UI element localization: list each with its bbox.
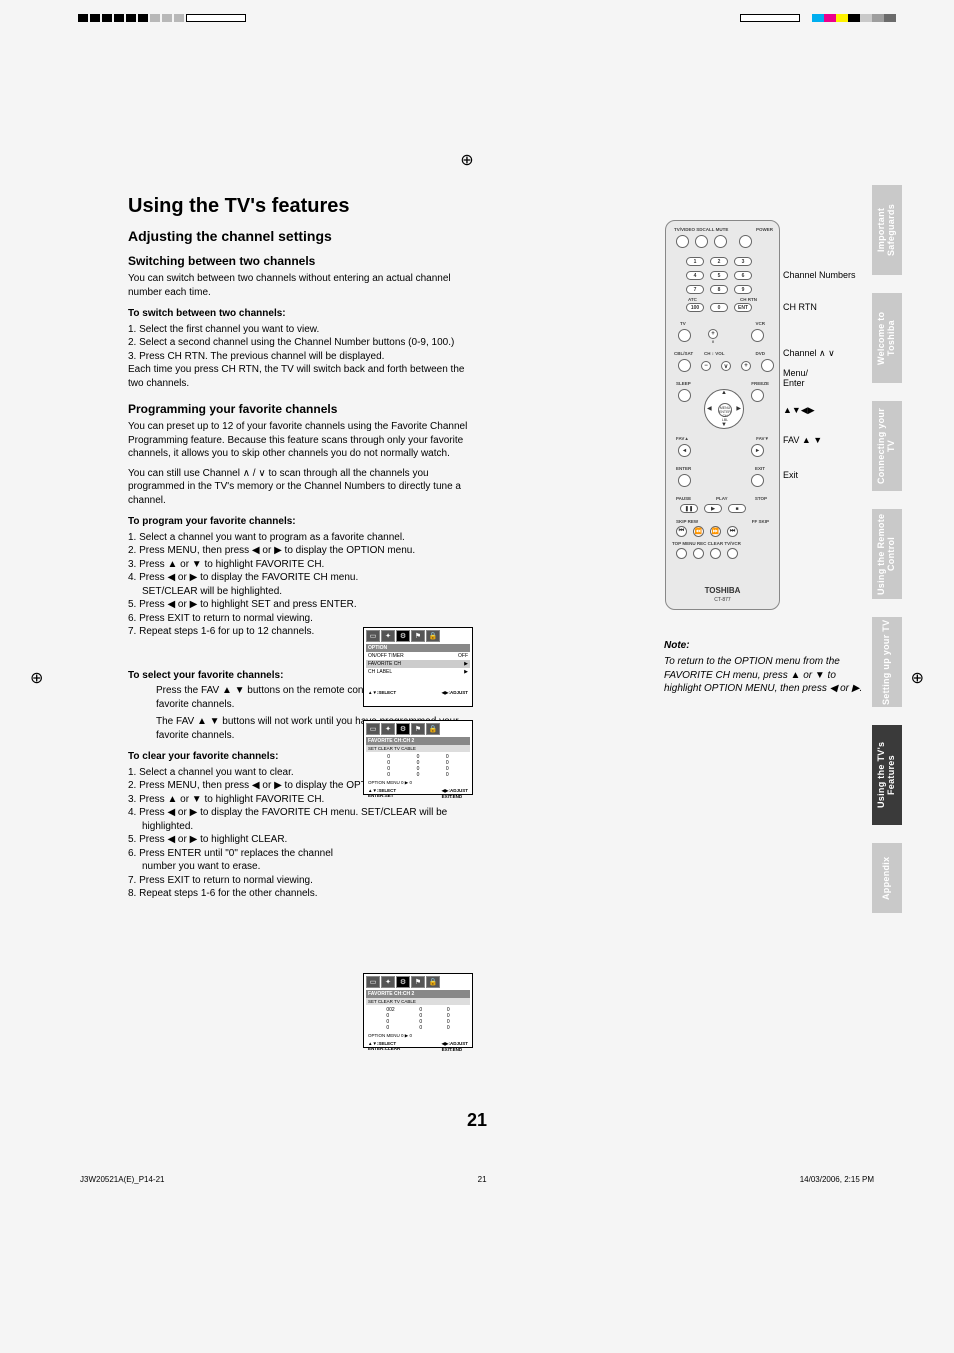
program-step: 3. Press ▲ or ▼ to highlight FAVORITE CH…	[142, 558, 473, 572]
switching-sub: To switch between two channels:	[128, 307, 473, 321]
program-step: 7. Repeat steps 1-6 for up to 12 channel…	[142, 625, 362, 639]
clear-step: 5. Press ◀ or ▶ to highlight CLEAR.	[142, 833, 362, 847]
crop-mark-center: ⊕	[457, 150, 477, 170]
remote-model: CT-877	[666, 597, 779, 603]
switching-title: Switching between two channels	[128, 254, 473, 268]
callout-exit: Exit	[783, 470, 798, 480]
switch-step: 3. Press CH RTN. The previous channel wi…	[142, 350, 473, 364]
print-color-bars	[740, 14, 896, 22]
switching-outro: Each time you press CH RTN, the TV will …	[128, 363, 473, 390]
tab-remote: Using the Remote Control	[872, 509, 902, 599]
switching-section: Switching between two channels You can s…	[128, 254, 473, 390]
footer-left: J3W20521A(E)_P14-21	[80, 1175, 165, 1184]
programming-title: Programming your favorite channels	[128, 402, 473, 416]
menu-tab-icons: ▭✦⚙⚑🔒	[366, 976, 470, 988]
remote-body: TV/VIDEO SDCALL MUTE POWER 123 456 789 A…	[665, 220, 780, 610]
favorite-clear-menu-diagram: ▭✦⚙⚑🔒 FAVORITE CH:CH 2 SET CLEAR TV CABL…	[363, 973, 473, 1048]
program-step: 4. Press ◀ or ▶ to display the FAVORITE …	[142, 571, 362, 598]
remote-brand: TOSHIBA	[666, 586, 779, 595]
note-title: Note:	[664, 640, 874, 651]
program-step: 2. Press MENU, then press ◀ or ▶ to disp…	[142, 544, 473, 558]
menu-title: FAVORITE CH:CH 2	[366, 990, 470, 998]
crop-mark-left: ⊕	[30, 668, 43, 688]
section-tabs: Important Safeguards Welcome to Toshiba …	[872, 185, 902, 913]
footer: J3W20521A(E)_P14-21 21 14/03/2006, 2:15 …	[80, 1175, 874, 1184]
clear-step: 8. Repeat steps 1-6 for the other channe…	[142, 887, 362, 901]
callout-arrows: ▲▼◀▶	[783, 405, 815, 416]
note-box: Note: To return to the OPTION menu from …	[664, 640, 874, 696]
print-registration-dots	[78, 14, 246, 22]
switch-step: 1. Select the first channel you want to …	[142, 323, 473, 337]
tab-setting: Setting up your TV	[872, 617, 902, 707]
program-step: 1. Select a channel you want to program …	[142, 531, 473, 545]
callout-menu: Menu/ Enter	[783, 368, 808, 388]
clear-step: 6. Press ENTER until "0" replaces the ch…	[142, 847, 362, 874]
clear-step: 7. Press EXIT to return to normal viewin…	[142, 874, 362, 888]
program-step: 5. Press ◀ or ▶ to highlight SET and pre…	[142, 598, 362, 612]
menu-tab-icons: ▭✦⚙⚑🔒	[366, 723, 470, 735]
clear-step: 4. Press ◀ or ▶ to display the FAVORITE …	[142, 806, 473, 833]
callout-ch-num: Channel Numbers	[783, 270, 856, 280]
page-number: 21	[0, 1110, 954, 1131]
tab-safeguards: Important Safeguards	[872, 185, 902, 275]
tab-appendix: Appendix	[872, 843, 902, 913]
favorite-set-menu-diagram: ▭✦⚙⚑🔒 FAVORITE CH:CH 2 SET CLEAR TV CABL…	[363, 720, 473, 795]
cyan-swatch	[800, 14, 812, 22]
programming-section: Programming your favorite channels You c…	[128, 402, 473, 639]
menu-title: OPTION	[366, 644, 470, 652]
page-title: Using the TV's features	[128, 195, 848, 218]
programming-p2: You can still use Channel ∧ / ∨ to scan …	[128, 467, 473, 508]
crop-mark-right: ⊕	[911, 668, 924, 688]
callout-fav: FAV ▲ ▼	[783, 435, 822, 445]
tab-connecting: Connecting your TV	[872, 401, 902, 491]
note-body: To return to the OPTION menu from the FA…	[664, 655, 874, 696]
callout-ch-updn: Channel ∧ ∨	[783, 348, 835, 359]
tab-welcome: Welcome to Toshiba	[872, 293, 902, 383]
menu-title: FAVORITE CH:CH 2	[366, 737, 470, 745]
callout-ch-rtn: CH RTN	[783, 302, 817, 312]
remote-illustration: TV/VIDEO SDCALL MUTE POWER 123 456 789 A…	[665, 220, 850, 610]
switching-intro: You can switch between two channels with…	[128, 272, 473, 299]
option-menu-diagram: ▭✦⚙⚑🔒 OPTION ON/OFF TIMEROFF FAVORITE CH…	[363, 627, 473, 707]
footer-mid: 21	[478, 1175, 487, 1184]
switch-step: 2. Select a second channel using the Cha…	[142, 336, 473, 350]
menu-bar: SET CLEAR TV CABLE	[366, 998, 470, 1005]
footer-right: 14/03/2006, 2:15 PM	[800, 1175, 874, 1184]
tab-features: Using the TV's Features	[872, 725, 902, 825]
menu-tab-icons: ▭✦⚙⚑🔒	[366, 630, 470, 642]
programming-p1: You can preset up to 12 of your favorite…	[128, 420, 473, 461]
programming-sub: To program your favorite channels:	[128, 515, 473, 529]
program-step: 6. Press EXIT to return to normal viewin…	[142, 612, 362, 626]
menu-bar: SET CLEAR TV CABLE	[366, 745, 470, 752]
